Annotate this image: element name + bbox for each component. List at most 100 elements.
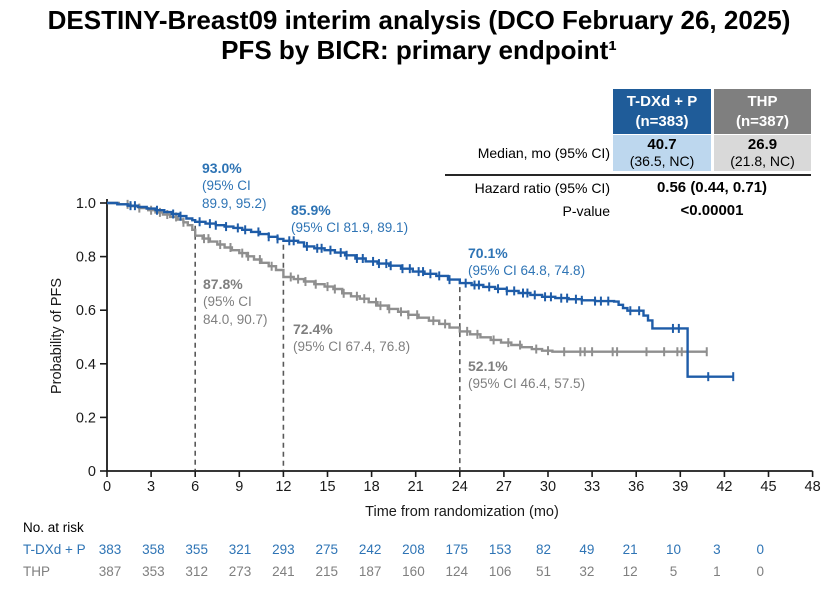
risk-count: 312 — [185, 564, 208, 579]
tdxd-arm-n: (n=383) — [635, 112, 689, 130]
risk-count: 241 — [272, 564, 295, 579]
risk-count: 353 — [142, 564, 165, 579]
x-tick-label: 12 — [275, 479, 291, 495]
landmark-ci: 84.0, 90.7) — [203, 312, 268, 327]
landmark-percent: 85.9% — [291, 202, 331, 218]
median-value-tdxd: 40.7 (36.5, NC) — [613, 135, 711, 171]
hazard-ratio-value: 0.56 (0.44, 0.71) — [656, 179, 768, 196]
hazard-ratio-label: Hazard ratio (95% CI) — [474, 179, 610, 196]
hazard-ratio-row: Hazard ratio (95% CI) 0.56 (0.44, 0.71) — [445, 176, 811, 199]
landmark-annotation-t-dxd-p-12mo: 85.9% (95% CI 81.9, 89.1) — [291, 201, 408, 237]
risk-count: 293 — [272, 542, 295, 557]
risk-count: 0 — [756, 542, 764, 557]
p-value: <0.00001 — [680, 202, 744, 219]
risk-count: 51 — [535, 564, 552, 579]
landmark-percent: 93.0% — [202, 160, 242, 176]
risk-count: 355 — [185, 542, 208, 557]
landmark-percent: 87.8% — [203, 276, 243, 292]
y-tick-label: 0.6 — [76, 303, 96, 319]
stats-table: T-DXd + P (n=383) THP (n=387) Median, mo… — [445, 89, 811, 222]
risk-count: 124 — [445, 564, 469, 579]
risk-count: 10 — [666, 542, 682, 557]
x-tick-label: 21 — [408, 479, 424, 495]
risk-count: 0 — [756, 564, 764, 579]
landmark-percent: 70.1% — [468, 245, 508, 261]
risk-count: 1 — [713, 564, 721, 579]
x-tick-label: 3 — [147, 479, 155, 495]
median-row-label: Median, mo (95% CI) — [477, 145, 610, 161]
y-tick-label: 1.0 — [76, 196, 96, 212]
landmark-ci: (95% CI — [202, 178, 251, 193]
risk-count: 49 — [579, 542, 595, 557]
risk-count: 106 — [488, 564, 512, 579]
risk-count: 82 — [535, 542, 552, 557]
risk-count: 160 — [402, 564, 425, 579]
risk-count: 32 — [579, 564, 595, 579]
y-tick-label: 0.2 — [76, 410, 96, 426]
landmark-annotation-t-dxd-p-6mo: 93.0% (95% CI 89.9, 95.2) — [202, 159, 267, 213]
stats-header-row: T-DXd + P (n=383) THP (n=387) — [445, 89, 811, 134]
risk-count: 153 — [488, 542, 512, 557]
risk-count: 175 — [445, 542, 469, 557]
x-axis-title: Time from randomization (mo) — [365, 504, 559, 520]
landmark-annotation-thp-6mo: 87.8% (95% CI 84.0, 90.7) — [203, 275, 268, 329]
x-tick-label: 45 — [760, 479, 776, 495]
x-tick-label: 18 — [364, 479, 380, 495]
thp-arm-n: (n=387) — [736, 112, 789, 130]
risk-count: 3 — [713, 542, 721, 557]
risk-count: 208 — [402, 542, 425, 557]
x-tick-label: 0 — [103, 479, 111, 495]
landmark-ci: (95% CI 46.4, 57.5) — [468, 376, 586, 391]
y-tick-label: 0 — [88, 464, 96, 480]
x-tick-label: 36 — [628, 479, 644, 495]
risk-count: 321 — [228, 542, 252, 557]
x-tick-label: 42 — [716, 479, 732, 495]
stats-header-spacer — [445, 89, 610, 134]
risk-row-label-t-dxd-p: T-DXd + P — [23, 542, 86, 557]
x-tick-label: 39 — [672, 479, 688, 495]
landmark-ci: (95% CI 64.8, 74.8) — [468, 263, 586, 278]
landmark-annotation-t-dxd-p-24mo: 70.1% (95% CI 64.8, 74.8) — [468, 244, 585, 280]
x-tick-label: 30 — [540, 479, 556, 495]
risk-count: 215 — [315, 564, 339, 579]
x-tick-label: 24 — [452, 479, 468, 495]
median-value-thp: 26.9 (21.8, NC) — [714, 135, 811, 171]
x-tick-label: 48 — [805, 479, 821, 495]
x-tick-label: 15 — [319, 479, 335, 495]
landmark-ci: (95% CI — [203, 294, 252, 309]
landmark-ci: 89.9, 95.2) — [202, 196, 267, 211]
stats-column-header-thp: THP (n=387) — [714, 89, 811, 134]
risk-count: 273 — [228, 564, 252, 579]
risk-row-label-thp: THP — [23, 564, 50, 579]
risk-count: 21 — [622, 542, 638, 557]
y-axis-title: Probability of PFS — [49, 277, 65, 395]
x-tick-label: 27 — [496, 479, 512, 495]
thp-arm-name: THP — [747, 92, 778, 110]
risk-count: 5 — [669, 564, 678, 579]
risk-count: 387 — [98, 564, 122, 579]
stats-separator — [445, 174, 811, 176]
p-value-label: P-value — [562, 202, 610, 219]
y-tick-label: 0.8 — [76, 250, 96, 266]
stats-column-header-tdxd: T-DXd + P (n=383) — [613, 89, 711, 134]
risk-count: 275 — [315, 542, 339, 557]
km-curve-t-dxd-p — [107, 201, 734, 378]
title-line-1: DESTINY-Breast09 interim analysis (DCO F… — [47, 5, 791, 35]
landmark-annotation-thp-12mo: 72.4% (95% CI 67.4, 76.8) — [293, 320, 410, 356]
y-tick-label: 0.4 — [76, 357, 96, 373]
landmark-percent: 52.1% — [468, 358, 508, 374]
x-tick-label: 9 — [235, 479, 243, 495]
landmark-annotation-thp-24mo: 52.1% (95% CI 46.4, 57.5) — [468, 357, 585, 393]
risk-count: 12 — [622, 564, 638, 579]
risk-count: 383 — [98, 542, 122, 557]
slide-title: DESTINY-Breast09 interim analysis (DCO F… — [0, 5, 838, 65]
landmark-ci: (95% CI 81.9, 89.1) — [291, 220, 409, 235]
landmark-percent: 72.4% — [293, 321, 333, 337]
median-row: Median, mo (95% CI) 40.7 (36.5, NC) 26.9… — [445, 135, 811, 171]
tdxd-arm-name: T-DXd + P — [626, 92, 698, 110]
x-tick-label: 6 — [191, 479, 199, 495]
x-tick-label: 33 — [584, 479, 600, 495]
landmark-ci: (95% CI 67.4, 76.8) — [293, 339, 411, 354]
